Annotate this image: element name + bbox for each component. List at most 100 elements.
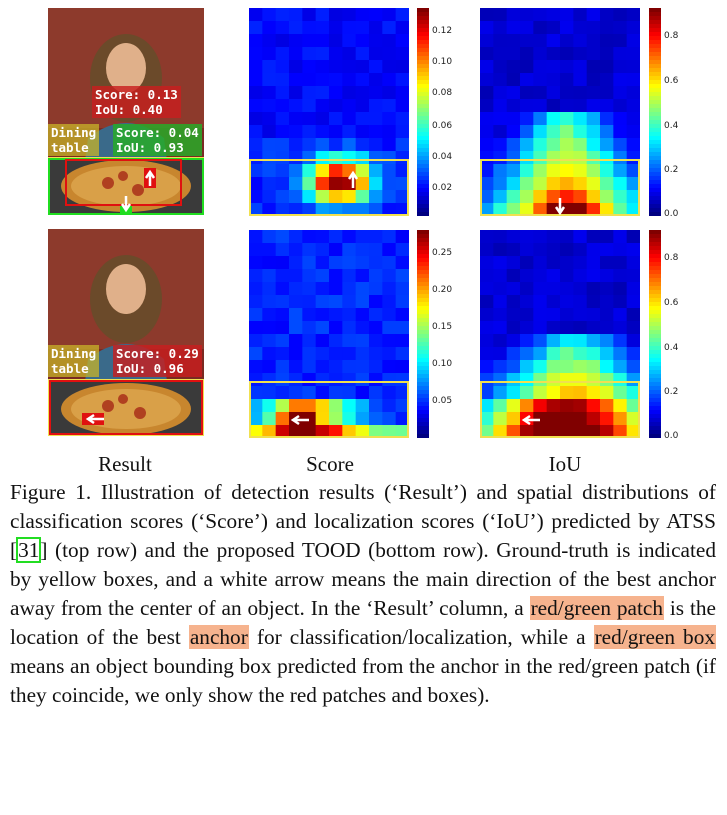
heatmap-cell — [573, 138, 588, 152]
colorbar-segment — [417, 180, 429, 185]
result-image-tood — [48, 229, 204, 436]
heatmap-cell — [506, 321, 521, 335]
heatmap-cell — [289, 282, 303, 296]
colorbar-segment — [417, 192, 429, 197]
heatmap-cell — [382, 282, 397, 296]
heatmap-cell — [573, 269, 588, 283]
heatmap-cell — [315, 112, 330, 126]
heatmap-cell — [275, 360, 290, 374]
heatmap-cell — [533, 99, 548, 113]
heatmap-cell — [249, 256, 263, 270]
heatmap-cell — [315, 8, 330, 22]
heatmap-cell — [262, 373, 277, 387]
colorbar-segment — [417, 100, 429, 105]
colorbar-segment — [417, 76, 429, 81]
heatmap-cell — [493, 256, 508, 270]
heatmap-cell — [573, 373, 588, 387]
heatmap-cell — [520, 230, 534, 244]
heatmap-cell — [600, 256, 614, 270]
heatmap-cell — [480, 386, 494, 400]
heatmap-cell — [480, 230, 494, 244]
colorbar-segment — [417, 84, 429, 89]
heatmap-cell — [395, 177, 409, 191]
heatmap-cell — [533, 151, 548, 165]
heatmap-cell — [262, 347, 277, 361]
heatmap-cell — [369, 125, 383, 139]
colorbar-segment — [417, 212, 429, 216]
heatmap-cell — [560, 321, 574, 335]
heatmap-cell — [342, 360, 357, 374]
heatmap-cell — [369, 138, 383, 152]
heatmap-cell — [600, 269, 614, 283]
citation-link[interactable]: 31 — [16, 537, 42, 563]
heatmap-cell — [275, 243, 290, 257]
heatmap-cell — [315, 151, 330, 165]
heatmap-cell — [329, 425, 343, 438]
colorbar-segment — [417, 32, 429, 37]
heatmap-cell — [613, 308, 628, 322]
heatmap-cell — [586, 34, 601, 48]
heatmap-cell — [546, 60, 561, 74]
colorbar-segment — [417, 258, 429, 263]
heatmap-cell — [369, 8, 383, 22]
colorbar-segment — [649, 20, 661, 25]
figure-caption: Figure 1. Illustration of detection resu… — [10, 480, 716, 707]
colorbar-segment — [417, 306, 429, 311]
heatmap-cell — [262, 21, 277, 35]
heatmap-cell — [249, 86, 263, 100]
heatmap-cell — [355, 386, 370, 400]
heatmap-cell — [533, 60, 548, 74]
cbar-tick: 0.12 — [432, 26, 453, 36]
heatmap-cell — [342, 112, 357, 126]
heatmap-cell — [533, 425, 548, 438]
heatmap-cell — [382, 99, 397, 113]
heatmap-cell — [315, 125, 330, 139]
heatmap-cell — [626, 373, 640, 387]
heatmap-cell — [302, 138, 317, 152]
heatmap-cell — [533, 138, 548, 152]
heatmap-cell — [249, 203, 263, 216]
heatmap-cell — [600, 73, 614, 87]
heatmap-cell — [355, 282, 370, 296]
heatmap-cell — [480, 190, 494, 204]
heatmap-cell — [355, 190, 370, 204]
heatmap-cell — [573, 425, 588, 438]
heatmap-cell — [546, 177, 561, 191]
colorbar-segment — [649, 234, 661, 239]
heatmap-cell — [506, 60, 521, 74]
colorbar-segment — [649, 148, 661, 153]
heatmap-cell — [586, 151, 601, 165]
colorbar-segment — [649, 398, 661, 403]
heatmap-cell — [262, 86, 277, 100]
heatmap-cell — [546, 243, 561, 257]
heatmap-cell — [249, 425, 263, 438]
colorbar-segment — [417, 250, 429, 255]
colorbar-segment — [417, 390, 429, 395]
heatmap-cell — [249, 60, 263, 74]
heatmap-cell — [369, 308, 383, 322]
heatmap-cell — [480, 21, 494, 35]
heatmap-cell — [342, 86, 357, 100]
heatmap-cell — [302, 386, 317, 400]
iou-colorbar-tood — [649, 230, 661, 438]
heatmap-cell — [626, 412, 640, 426]
ground-truth-box — [249, 381, 409, 438]
colorbar-segment — [649, 168, 661, 173]
heatmap-cell — [480, 412, 494, 426]
heatmap-cell — [315, 256, 330, 270]
colorbar-segment — [417, 354, 429, 359]
colorbar-segment — [649, 410, 661, 415]
colorbar-segment — [649, 310, 661, 315]
heatmap-cell — [546, 47, 561, 61]
colorbar-segment — [649, 172, 661, 177]
heatmap-cell — [546, 425, 561, 438]
heatmap-cell — [342, 373, 357, 387]
colorbar-segment — [649, 132, 661, 137]
colorbar-segment — [417, 164, 429, 169]
heatmap-cell — [520, 125, 534, 139]
colorbar-segment — [417, 28, 429, 33]
heatmap-cell — [626, 256, 640, 270]
heatmap-cell — [262, 295, 277, 309]
heatmap-cell — [369, 73, 383, 87]
heatmap-cell — [560, 34, 574, 48]
